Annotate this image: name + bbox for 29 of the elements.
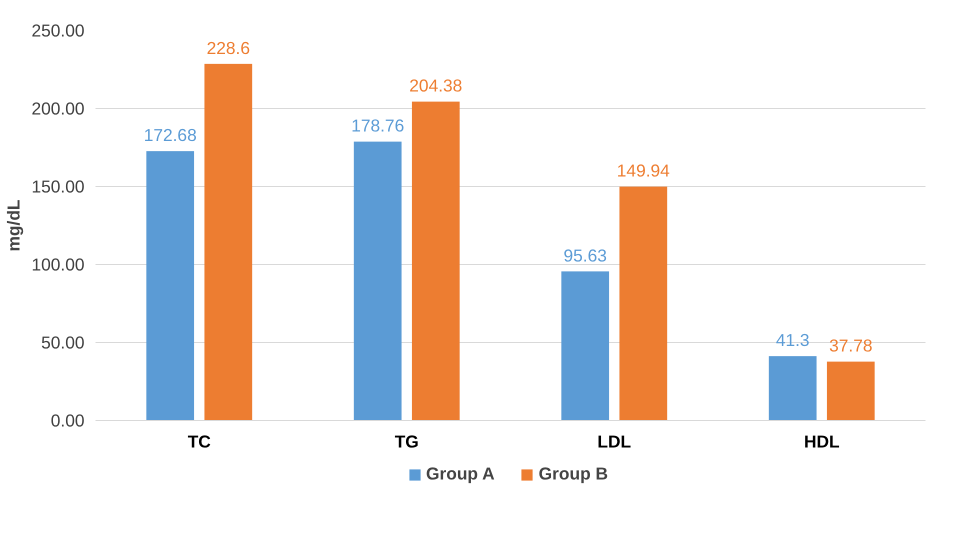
data-label: 149.94	[616, 160, 670, 181]
y-tick-label: 100.00	[32, 254, 84, 274]
data-label: 178.76	[351, 116, 404, 136]
y-tick-label: 0.00	[50, 410, 85, 430]
bar	[412, 102, 460, 420]
bar	[146, 151, 194, 420]
x-tick-label: LDL	[597, 432, 632, 452]
bar	[619, 186, 668, 420]
bar	[354, 142, 402, 420]
x-tick-label: TG	[394, 432, 419, 452]
y-tick-label: 200.00	[32, 98, 84, 118]
legend-label: Group A	[426, 464, 495, 484]
legend-label: Group B	[538, 464, 608, 484]
data-label: 172.68	[144, 125, 197, 146]
data-label: 228.6	[206, 38, 250, 58]
data-label: 204.38	[409, 76, 462, 96]
data-label: 41.3	[776, 330, 810, 350]
bar	[768, 356, 817, 420]
data-label: 37.78	[829, 336, 872, 356]
x-tick-label: HDL	[804, 432, 840, 452]
y-tick-label: 150.00	[32, 176, 84, 196]
y-axis-title: mg/dL	[4, 199, 24, 252]
y-tick-label: 250.00	[32, 20, 84, 40]
bar	[826, 362, 875, 420]
y-tick-label: 50.00	[41, 332, 85, 352]
data-label: 95.63	[564, 245, 607, 266]
x-tick-label: TC	[188, 432, 212, 452]
bar	[561, 271, 610, 420]
bar	[204, 64, 252, 420]
